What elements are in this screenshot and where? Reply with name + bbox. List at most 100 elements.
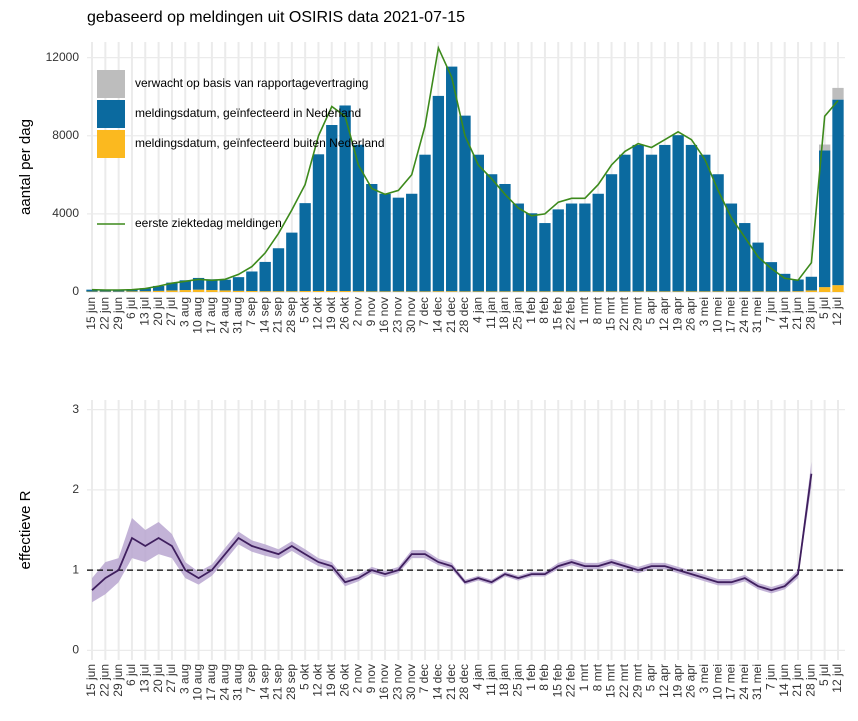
bar	[792, 291, 804, 292]
x-tick-label: 15 jun	[84, 664, 98, 697]
bar	[472, 291, 484, 292]
bar	[326, 291, 338, 292]
x-tick-label: 19 okt	[324, 296, 338, 329]
y-tick-label: 0	[72, 284, 79, 298]
x-tick-label: 20 jul	[151, 664, 165, 693]
bar	[232, 277, 245, 291]
x-tick-label: 3 mei	[697, 297, 711, 326]
bar	[659, 291, 671, 292]
x-tick-label: 7 jun	[764, 664, 778, 690]
y-tick-label: 2	[72, 482, 79, 496]
bar	[752, 291, 764, 292]
x-tick-label: 7 sep	[244, 297, 258, 327]
x-tick-label: 16 nov	[377, 664, 391, 700]
y-axis-title: effectieve R	[17, 490, 34, 569]
x-tick-label: 24 aug	[217, 297, 231, 334]
x-tick-label: 14 dec	[431, 297, 445, 333]
x-tick-label: 9 nov	[364, 297, 378, 326]
x-tick-label: 5 okt	[297, 663, 311, 690]
bar	[392, 197, 405, 292]
bar	[499, 291, 511, 292]
x-tick-label: 20 jul	[151, 297, 165, 326]
bar	[539, 223, 551, 292]
x-tick-label: 21 sep	[271, 664, 285, 700]
bar	[672, 135, 684, 292]
x-tick-label: 15 feb	[550, 297, 564, 331]
x-tick-label: 29 mrt	[630, 663, 644, 698]
bar	[819, 287, 831, 292]
x-tick-label: 21 dec	[444, 664, 458, 700]
bar	[459, 115, 471, 292]
bar	[792, 279, 804, 292]
x-tick-label: 14 dec	[431, 664, 445, 700]
bar	[659, 144, 671, 292]
x-tick-label: 12 okt	[311, 296, 325, 329]
legend-swatch	[97, 70, 125, 98]
x-tick-label: 17 mei	[724, 297, 738, 333]
x-tick-label: 23 nov	[391, 664, 405, 700]
bar	[166, 282, 178, 291]
bar	[246, 291, 258, 292]
x-tick-label: 2 nov	[351, 664, 365, 693]
x-tick-label: 8 feb	[537, 664, 551, 691]
bar	[352, 291, 365, 292]
bar	[539, 291, 551, 292]
x-tick-label: 21 sep	[271, 297, 285, 333]
x-tick-label: 8 mrt	[590, 296, 604, 324]
x-tick-label: 31 aug	[231, 664, 245, 701]
x-tick-label: 18 jan	[497, 664, 511, 697]
x-tick-label: 7 dec	[417, 297, 431, 326]
x-tick-label: 12 okt	[311, 663, 325, 696]
x-tick-label: 26 apr	[684, 664, 698, 698]
x-tick-label: 17 aug	[204, 297, 218, 334]
bar	[632, 144, 644, 292]
x-tick-label: 4 jan	[470, 297, 484, 323]
bar	[779, 291, 791, 292]
bar	[699, 154, 711, 292]
bar	[152, 285, 165, 291]
bar	[272, 248, 285, 292]
bar	[832, 285, 844, 292]
x-tick-label: 29 jun	[111, 297, 125, 330]
x-tick-label: 3 mei	[697, 664, 711, 693]
bar	[139, 288, 151, 292]
bar	[712, 174, 724, 292]
x-tick-label: 17 aug	[204, 664, 218, 701]
x-tick-label: 29 jun	[111, 664, 125, 697]
x-tick-label: 14 jun	[777, 664, 791, 697]
bar	[699, 291, 711, 292]
x-tick-label: 26 okt	[337, 296, 351, 329]
bar	[725, 291, 738, 292]
bar	[485, 174, 498, 292]
y-axis-title: aantal per dag	[17, 119, 34, 215]
bar	[805, 290, 818, 292]
bar	[419, 291, 431, 292]
x-tick-label: 6 jul	[124, 297, 138, 319]
x-tick-label: 9 nov	[364, 664, 378, 693]
bar	[352, 144, 365, 292]
x-tick-label: 26 okt	[337, 663, 351, 696]
bar	[179, 280, 191, 291]
x-tick-label: 26 apr	[684, 297, 698, 331]
bar	[446, 291, 458, 292]
bar	[379, 291, 391, 292]
bar	[472, 154, 484, 292]
x-tick-label: 16 nov	[377, 297, 391, 333]
bar	[565, 291, 578, 292]
y-tick-label: 0	[72, 643, 79, 657]
x-tick-label: 11 jan	[484, 297, 498, 329]
bar	[765, 262, 778, 292]
x-tick-label: 1 feb	[524, 297, 538, 324]
x-tick-label: 5 jul	[817, 297, 831, 319]
bar	[672, 291, 684, 292]
bar	[739, 223, 751, 292]
bar	[685, 291, 698, 292]
x-tick-label: 22 mrt	[617, 663, 631, 698]
x-tick-label: 7 dec	[417, 664, 431, 693]
x-tick-label: 5 okt	[297, 296, 311, 323]
x-tick-label: 19 okt	[324, 663, 338, 696]
x-tick-label: 27 jul	[164, 297, 178, 326]
bar	[592, 291, 604, 292]
bar	[565, 203, 578, 292]
bar	[579, 291, 591, 292]
